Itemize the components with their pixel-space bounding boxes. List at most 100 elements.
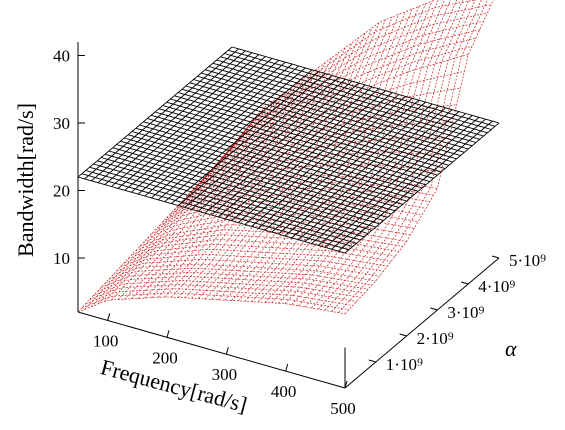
black-plane-line-x	[204, 82, 360, 214]
red-surface-line-y	[112, 258, 380, 277]
red-surface-line-y	[85, 288, 353, 306]
y-axis-line	[344, 257, 500, 389]
y-axis-label: α	[505, 336, 517, 361]
black-plane-line-x	[324, 116, 480, 248]
red-surface-line-y	[131, 234, 399, 256]
black-plane-line-x	[271, 101, 426, 233]
y-tick-mark	[368, 359, 376, 363]
red-surface-line-x	[271, 3, 426, 304]
red-surface-line-x	[77, 148, 233, 313]
red-surface-line-x	[237, 16, 393, 302]
x-tick-label: 500	[330, 399, 356, 418]
red-surface-line-y	[124, 244, 392, 264]
x-tick-mark	[166, 330, 170, 338]
black-plane-line-x	[224, 88, 380, 220]
red-surface-line-x	[324, 0, 476, 311]
red-surface-line-y	[135, 229, 403, 251]
red-surface-line-x	[244, 14, 400, 302]
red-surface-line-y	[97, 276, 365, 294]
x-tick-mark	[107, 313, 111, 321]
black-plane-line-x	[117, 58, 273, 189]
black-plane-line-x	[151, 67, 306, 199]
x-axis-line	[77, 311, 346, 389]
black-plane-line-x	[77, 46, 233, 178]
black-plane-line-x	[91, 50, 246, 182]
red-surface-line-x	[344, 0, 494, 315]
black-plane-line-x	[278, 103, 433, 235]
red-surface-line-x	[284, 0, 439, 304]
red-surface-line-x	[184, 52, 340, 299]
black-plane-line-x	[191, 78, 346, 210]
black-plane-line-x	[144, 65, 300, 197]
black-plane-mesh	[77, 46, 500, 254]
red-surface-line-y	[174, 164, 442, 210]
black-plane-line-x	[124, 59, 279, 191]
black-plane-line-x	[237, 92, 393, 223]
black-plane-line-x	[231, 90, 386, 222]
black-plane-line-x	[244, 94, 400, 225]
red-surface-line-x	[278, 0, 433, 304]
black-plane-line-x	[217, 86, 373, 218]
red-surface-line-y	[120, 249, 388, 268]
red-surface-line-x	[91, 130, 246, 307]
y-tick-label: 1·10⁹	[386, 355, 423, 374]
red-surface-line-x	[318, 0, 470, 310]
red-surface-mesh	[77, 0, 494, 315]
z-tick-label: 30	[53, 114, 70, 133]
red-surface-line-y	[100, 272, 369, 290]
red-surface-line-x	[311, 0, 464, 309]
y-tick-label: 2·10⁹	[417, 329, 454, 348]
red-surface-line-y	[116, 254, 384, 272]
black-plane-line-x	[184, 77, 340, 208]
black-plane-line-x	[331, 118, 486, 250]
black-plane-line-x	[157, 69, 313, 201]
red-surface-line-y	[108, 263, 376, 282]
black-plane-line-x	[344, 122, 500, 254]
red-surface-line-x	[204, 37, 360, 300]
red-surface-line-y	[104, 267, 372, 286]
x-tick-mark	[225, 347, 229, 355]
black-plane-line-x	[137, 63, 293, 195]
black-plane-line-x	[111, 56, 266, 187]
red-surface-line-y	[143, 218, 411, 243]
black-plane-line-x	[338, 120, 493, 252]
red-surface-line-x	[251, 11, 406, 302]
x-tick-label: 100	[93, 331, 119, 350]
black-plane-line-x	[298, 109, 453, 241]
black-plane-line-x	[318, 115, 473, 246]
black-plane-line-x	[164, 71, 320, 203]
black-plane-line-x	[197, 80, 353, 212]
black-plane-line-x	[264, 99, 420, 231]
red-surface-line-x	[124, 96, 279, 300]
red-surface-line-y	[220, 12, 488, 161]
black-plane-line-x	[257, 97, 413, 229]
red-surface-line-y	[162, 187, 430, 223]
red-surface-line-y	[81, 292, 349, 311]
black-plane-line-x	[104, 54, 259, 185]
y-tick-mark	[430, 307, 438, 311]
black-plane-line-x	[304, 111, 460, 242]
y-tick-mark	[399, 333, 407, 337]
black-plane-line-x	[84, 48, 239, 180]
black-plane-line-x	[97, 52, 253, 184]
z-axis-label: Bandwidth[rad/s]	[13, 103, 38, 257]
y-tick-label: 5·10⁹	[509, 251, 546, 270]
y-tick-mark	[491, 255, 500, 259]
black-plane-line-x	[251, 96, 406, 227]
x-tick-mark	[344, 380, 348, 389]
black-plane-line-x	[291, 107, 446, 239]
black-plane-line-x	[177, 75, 333, 206]
black-plane-line-x	[311, 113, 466, 244]
red-surface-line-x	[171, 62, 326, 298]
x-tick-label: 200	[152, 348, 178, 367]
red-surface-line-x	[151, 76, 306, 298]
red-surface-line-y	[77, 296, 346, 315]
y-tick-label: 4·10⁹	[478, 277, 515, 296]
x-tick-label: 300	[212, 365, 238, 384]
red-surface-line-y	[158, 194, 426, 227]
red-surface-line-y	[93, 280, 361, 298]
black-plane-line-x	[211, 84, 366, 216]
z-tick-label: 40	[53, 47, 70, 66]
red-surface-line-x	[291, 0, 445, 305]
